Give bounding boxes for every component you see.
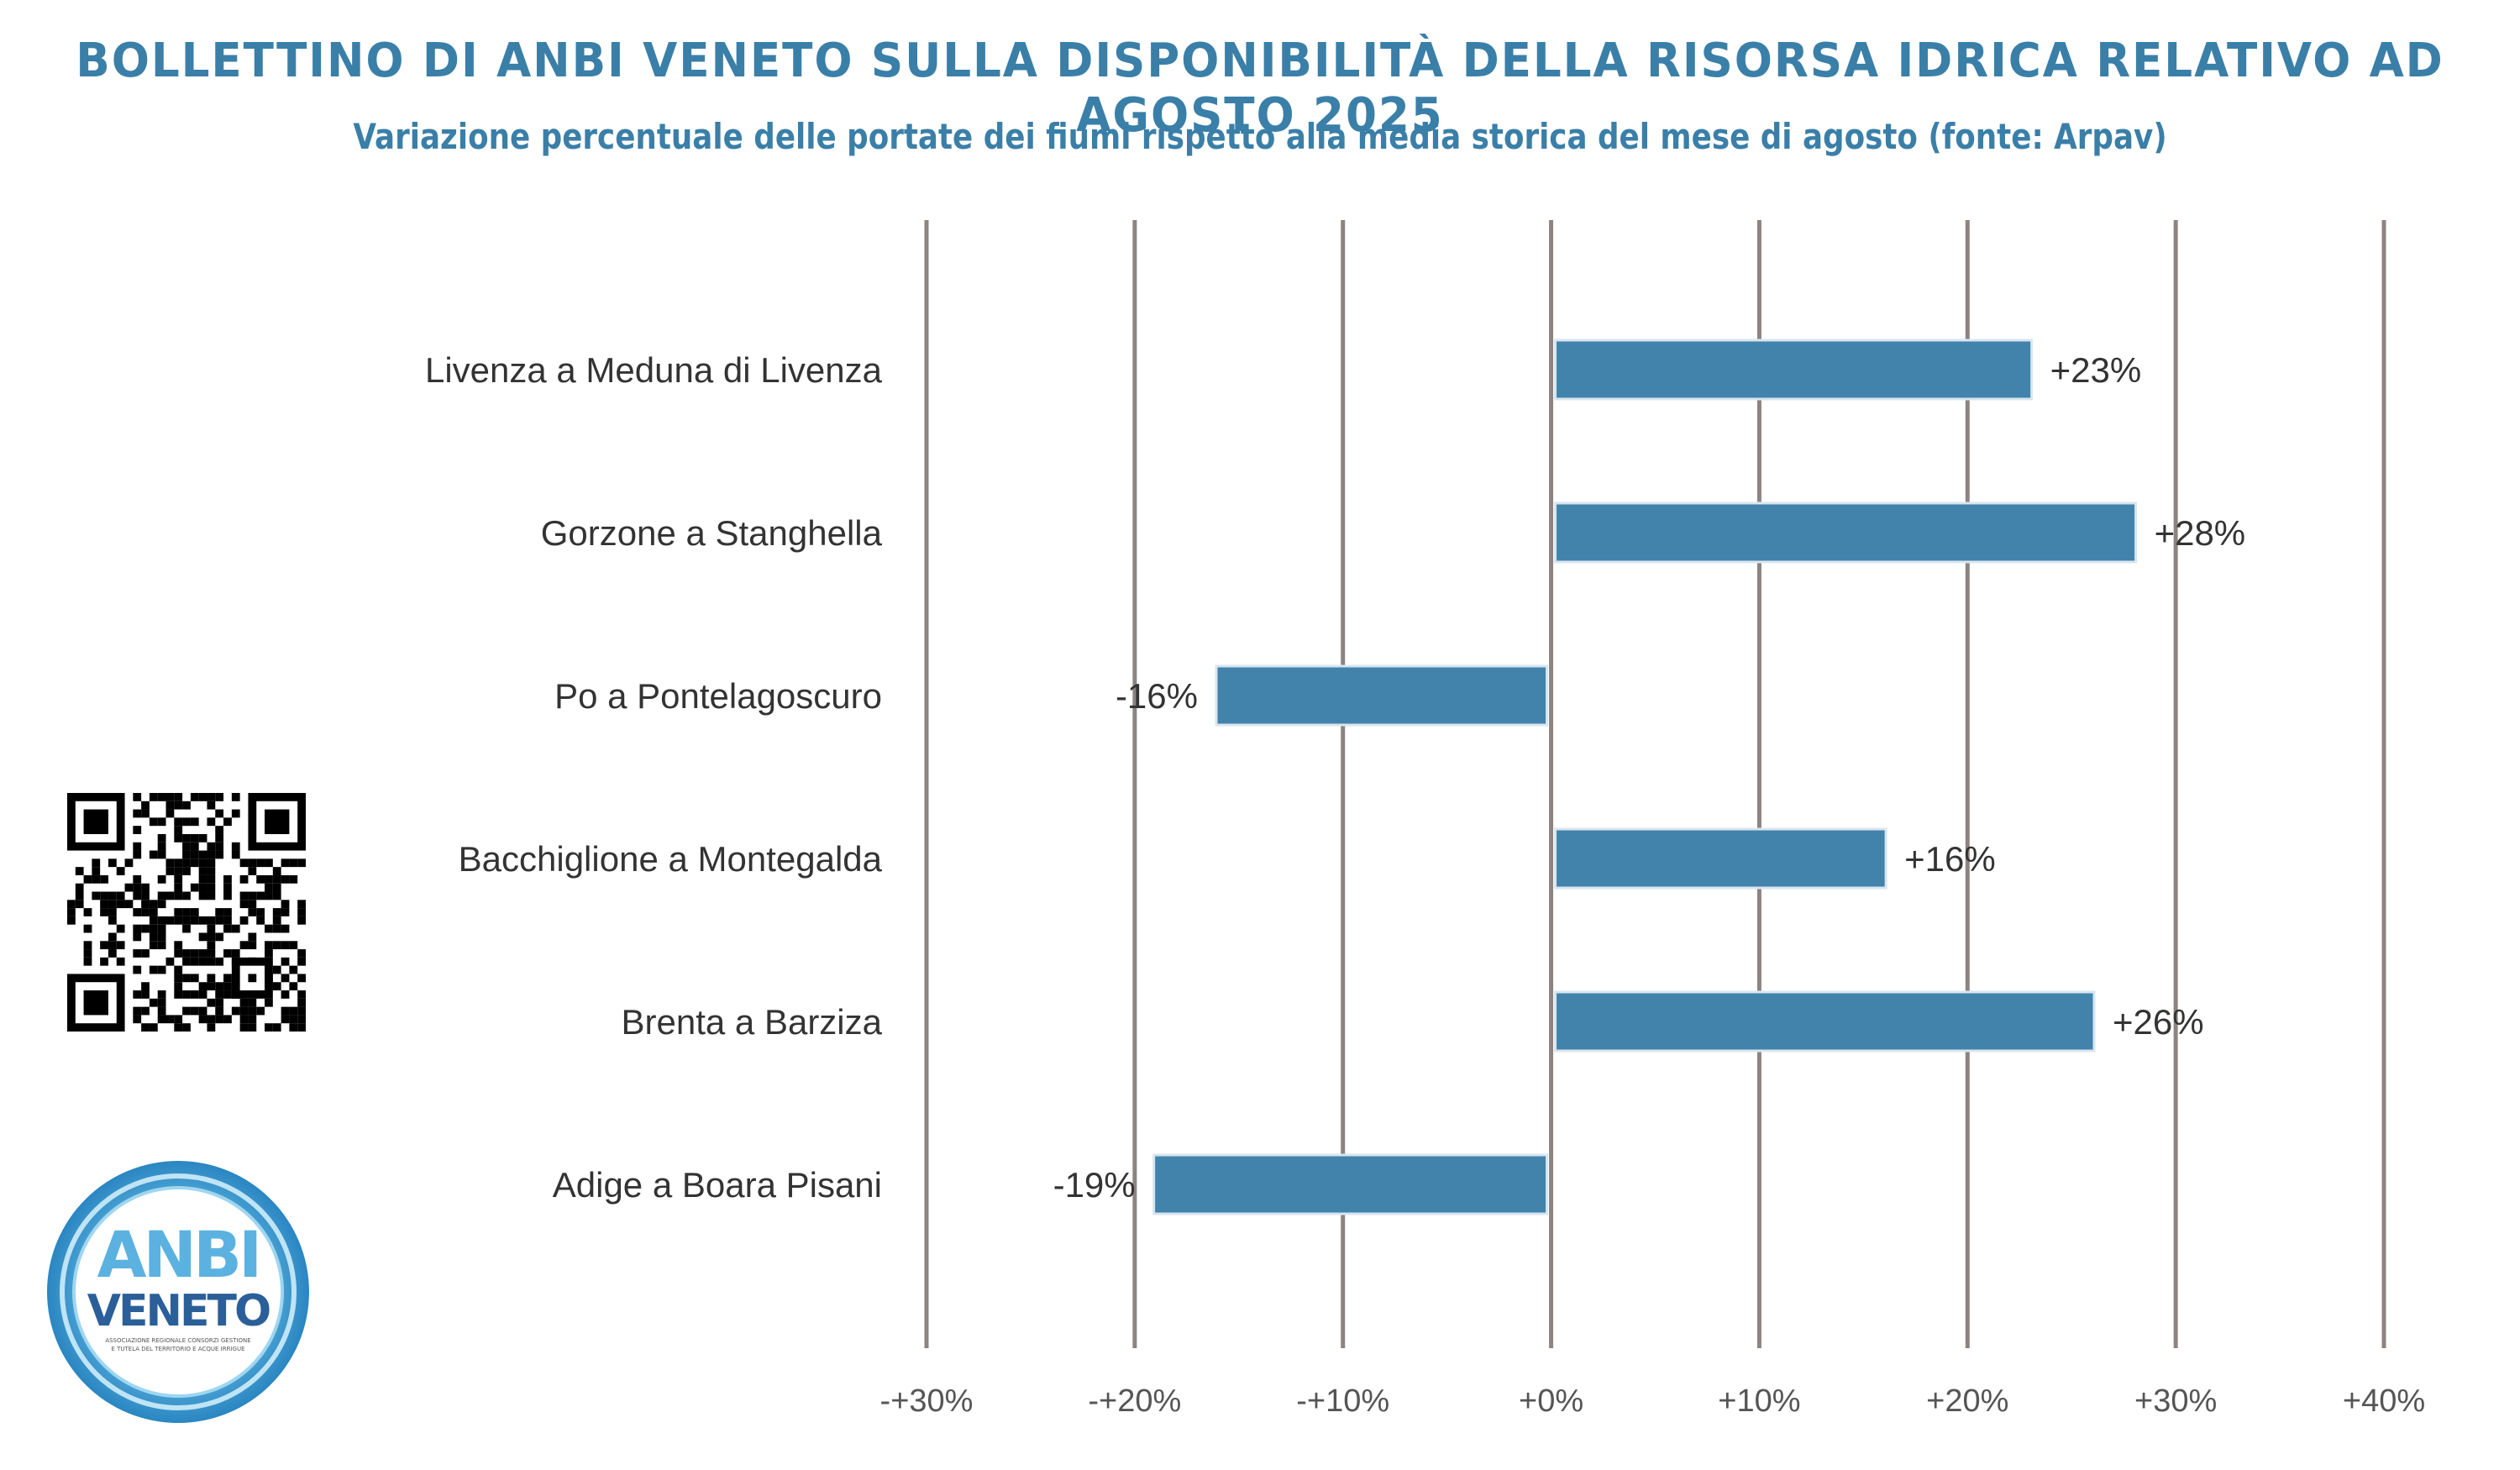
data-label: -16% — [1116, 676, 1198, 716]
data-label: -19% — [1053, 1165, 1136, 1205]
x-tick-label: -+10% — [1296, 1383, 1389, 1419]
value-labels: +23% +28% -16% +16% +26% -19% — [1053, 350, 2246, 1205]
bar — [1554, 827, 1887, 890]
data-label: +26% — [2113, 1002, 2204, 1042]
bar — [1554, 990, 2096, 1053]
qr-code-icon[interactable] — [67, 793, 306, 1032]
category-labels: Livenza a Meduna di Livenza Gorzone a Sta… — [425, 350, 883, 1205]
bars — [1152, 339, 2138, 1215]
x-tick-label: +20% — [1926, 1383, 2008, 1419]
grid-lines — [924, 220, 2386, 1348]
page-subtitle: Variazione percentuale delle portate dei… — [353, 116, 2167, 157]
x-tick-label: +0% — [1519, 1383, 1583, 1419]
anbi-veneto-logo: ANBI VENETO ASSOCIAZIONE REGIONALE CONSO… — [47, 1161, 309, 1423]
category-label: Adige a Boara Pisani — [553, 1165, 882, 1205]
bar — [1152, 1153, 1549, 1215]
x-tick-label: +30% — [2134, 1383, 2217, 1419]
bar — [1554, 339, 2034, 401]
svg-text:E TUTELA DEL TERRITORIO E ACQU: E TUTELA DEL TERRITORIO E ACQUE IRRIGUE — [111, 1346, 244, 1352]
category-label: Livenza a Meduna di Livenza — [425, 350, 883, 390]
category-label: Po a Pontelagoscuro — [554, 676, 882, 716]
x-tick-label: +40% — [2343, 1383, 2425, 1419]
data-label: +28% — [2155, 513, 2246, 553]
data-label: +23% — [2050, 350, 2142, 390]
x-tick-label: +10% — [1718, 1383, 1800, 1419]
bar — [1554, 501, 2138, 564]
category-label: Brenta a Barziza — [622, 1002, 883, 1042]
category-label: Bacchiglione a Montegalda — [459, 839, 883, 879]
svg-text:ANBI: ANBI — [97, 1217, 260, 1292]
category-label: Gorzone a Stanghella — [541, 513, 883, 553]
x-axis-tick-labels: -+30% -+20% -+10% +0% +10% +20% +30% +40% — [880, 1383, 2426, 1419]
bar — [1215, 664, 1549, 727]
svg-text:ASSOCIAZIONE REGIONALE CONSORZ: ASSOCIAZIONE REGIONALE CONSORZI GESTIONE — [105, 1337, 250, 1344]
data-label: +16% — [1904, 839, 1996, 879]
x-tick-label: -+30% — [880, 1383, 974, 1419]
page-title: BOLLETTINO DI ANBI VENETO SULLA DISPONIB… — [76, 34, 2444, 143]
x-tick-label: -+20% — [1088, 1383, 1181, 1419]
svg-text:VENETO: VENETO — [87, 1286, 270, 1336]
